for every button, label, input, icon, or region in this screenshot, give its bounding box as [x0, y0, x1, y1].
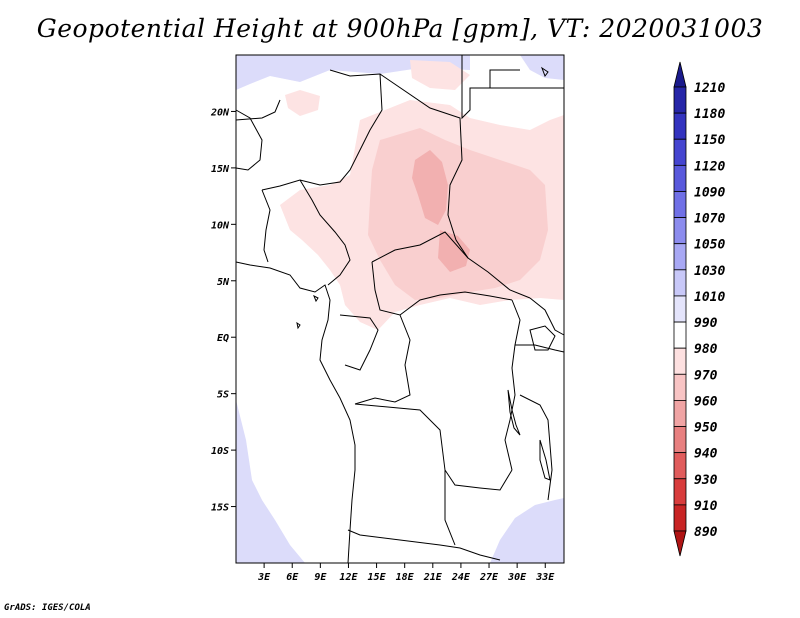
lat-tick-label: 5S	[217, 390, 229, 401]
colorbar: 1210 1180 1150 1120 1090 1070 1050 1030 1010 990 9…	[673, 61, 725, 557]
lon-tick-label: 33E	[535, 572, 555, 583]
colorbar-swatch	[673, 217, 687, 245]
lat-tick-label: 5N	[217, 277, 230, 288]
lat-tick-label: 15S	[211, 503, 229, 514]
map-title: Geopotential Height at 900hPa [gpm], VT:…	[36, 14, 764, 43]
plot-frame	[235, 54, 565, 564]
colorbar-label: 1010	[694, 290, 725, 305]
lat-tick-label: EQ	[217, 333, 229, 344]
colorbar-label: 890	[694, 525, 718, 540]
islands	[296, 66, 549, 330]
colorbar-swatch	[673, 452, 687, 480]
lon-tick-label: 9E	[314, 572, 327, 583]
colorbar-label: 1030	[694, 264, 725, 279]
colorbar-label: 1210	[694, 81, 725, 96]
lon-tick-label: 27E	[479, 572, 499, 583]
lon-tick-label: 15E	[368, 572, 387, 583]
colorbar-label: 980	[694, 342, 718, 357]
latitude-axis: 20N 15N 10N 5N EQ 5S 10S 15S	[210, 107, 236, 514]
colorbar-swatch	[673, 347, 687, 375]
lon-tick-label: 6E	[286, 572, 299, 583]
colorbar-swatch	[673, 504, 687, 532]
lon-tick-label: 18E	[396, 572, 415, 583]
colorbar-label: 1120	[694, 159, 725, 174]
colorbar-label: 1180	[694, 107, 725, 122]
colorbar-swatch	[673, 321, 687, 349]
colorbar-label: 940	[694, 447, 718, 462]
colorbar-label: 970	[694, 368, 718, 383]
lon-tick-label: 24E	[451, 572, 471, 583]
colorbar-swatch	[673, 243, 687, 271]
low-height-shading-dark	[412, 150, 470, 272]
colorbar-label: 950	[694, 421, 718, 436]
lat-tick-label: 20N	[210, 107, 230, 118]
colorbar-label: 1050	[694, 238, 725, 253]
colorbar-swatch	[673, 138, 687, 166]
colorbar-swatch	[673, 295, 687, 323]
colorbar-swatch	[673, 530, 687, 557]
colorbar-label: 930	[694, 473, 718, 488]
colorbar-label: 960	[694, 394, 718, 409]
colorbar-swatch	[673, 191, 687, 218]
lon-tick-label: 30E	[507, 572, 527, 583]
lon-tick-label: 12E	[339, 572, 358, 583]
grads-credit: GrADS: IGES/COLA	[4, 603, 91, 613]
lon-tick-label: 21E	[423, 572, 443, 583]
low-height-shading-medium	[368, 128, 548, 300]
lat-tick-label: 10S	[211, 446, 229, 457]
country-borders	[235, 55, 565, 564]
plot-area	[235, 54, 565, 564]
colorbar-swatch	[673, 86, 687, 114]
colorbar-label: 1090	[694, 185, 725, 200]
colorbar-label: 990	[694, 316, 718, 331]
colorbar-swatch	[673, 373, 687, 401]
longitude-axis: 3E 6E 9E 12E 15E 18E 21E 24E 27E 30E 33E	[257, 563, 555, 583]
colorbar-swatch	[673, 400, 687, 427]
lat-tick-label: 15N	[211, 164, 230, 175]
colorbar-swatch	[673, 112, 687, 140]
colorbar-label: 910	[694, 499, 718, 514]
colorbar-swatch	[673, 164, 687, 192]
lon-tick-label: 3E	[257, 572, 271, 583]
colorbar-swatch	[673, 61, 687, 88]
colorbar-swatch	[673, 426, 687, 454]
colorbar-label: 1070	[694, 212, 725, 227]
colorbar-swatch	[673, 269, 687, 297]
colorbar-swatch	[673, 478, 687, 506]
lat-tick-label: 10N	[211, 220, 230, 231]
colorbar-label: 1150	[694, 133, 725, 148]
